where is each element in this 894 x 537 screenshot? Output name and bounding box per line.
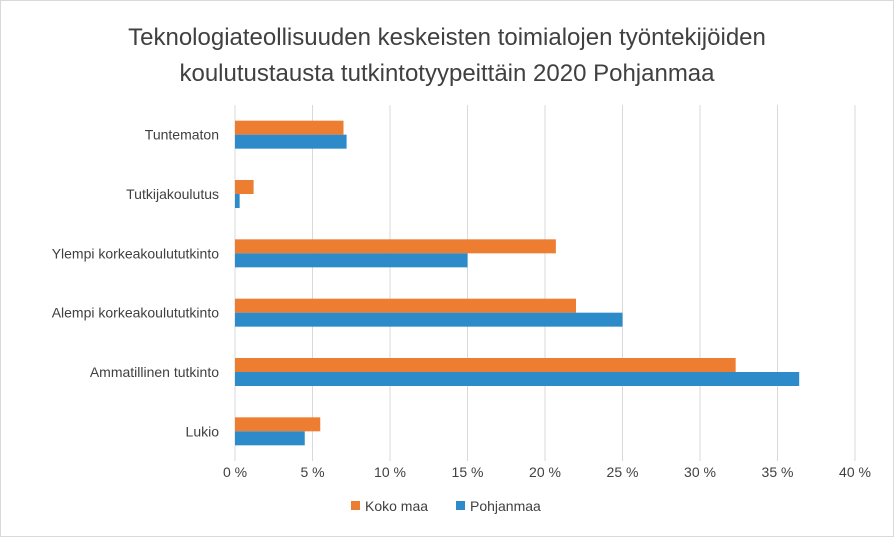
bar-pohjanmaa [235,312,623,327]
chart-title-line-1: Teknologiateollisuuden keskeisten toimia… [128,24,766,51]
bar-koko-maa [235,180,254,194]
legend-swatch [351,501,360,510]
category-label: Tutkijakoulutus [126,186,219,202]
x-axis-ticks: 0 % 5 % 10 % 15 % 20 % 25 % 30 % 35 % 40 % [223,464,871,480]
x-tick-label: 25 % [607,464,639,480]
bar-koko-maa [235,298,576,313]
category-label: Ammatillinen tutkinto [90,364,219,380]
legend-label: Pohjanmaa [470,498,541,514]
legend-swatch [456,501,465,510]
legend: Koko maa Pohjanmaa [351,498,541,514]
bar-pohjanmaa [235,253,468,268]
gridlines [234,105,856,461]
x-tick-label: 35 % [762,464,794,480]
x-tick-label: 5 % [300,464,324,480]
bar-pohjanmaa [235,134,347,149]
bar-koko-maa [235,239,556,254]
x-tick-label: 10 % [374,464,406,480]
x-tick-label: 20 % [529,464,561,480]
chart-title-line-2: koulutustausta tutkintotyypeittäin 2020 … [179,60,715,87]
bar-koko-maa [235,417,321,432]
legend-label: Koko maa [365,498,428,514]
bars [235,120,800,446]
bar-koko-maa [235,120,344,135]
x-tick-label: 0 % [223,464,247,480]
category-label: Alempi korkeakoulututkinto [52,305,220,321]
bar-koko-maa [235,358,736,372]
bar-pohjanmaa [235,194,240,208]
category-labels: Tuntematon Tutkijakoulutus Ylempi korkeako… [52,127,220,440]
category-label: Ylempi korkeakoulututkinto [52,245,220,261]
bar-pohjanmaa [235,372,800,386]
category-label: Lukio [186,423,220,439]
x-tick-label: 40 % [839,464,871,480]
x-tick-label: 30 % [684,464,716,480]
category-label: Tuntematon [145,127,219,143]
bar-pohjanmaa [235,431,305,446]
x-tick-label: 15 % [452,464,484,480]
